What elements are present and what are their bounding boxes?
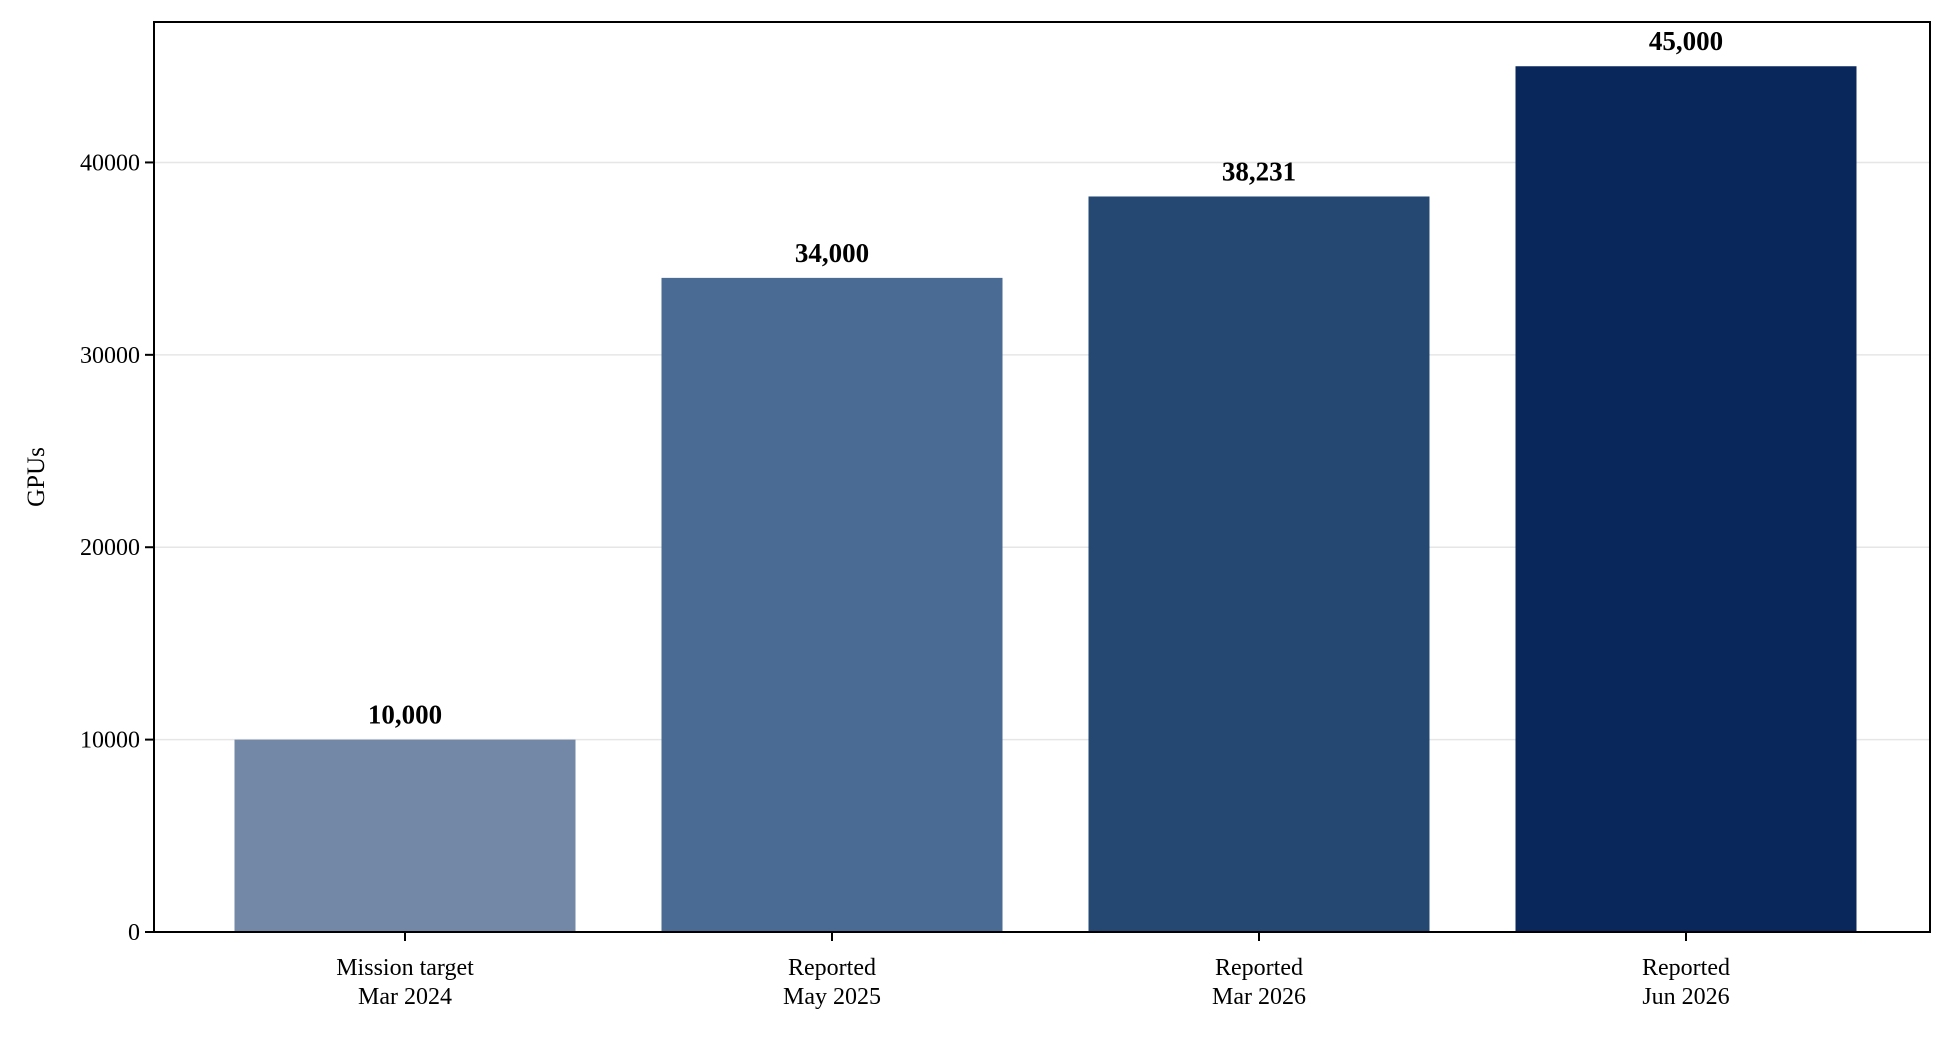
bar [661, 277, 1003, 932]
y-tick-label: 10000 [80, 728, 140, 754]
y-axis-title: GPUs [23, 447, 50, 507]
y-tick-label: 20000 [80, 535, 140, 561]
x-tick-label: Reported [1642, 955, 1730, 981]
bar [234, 739, 576, 932]
data-label: 34,000 [795, 238, 869, 268]
x-tick-label: Mission target [336, 955, 474, 981]
y-tick-label: 30000 [80, 343, 140, 369]
x-tick-label: Jun 2026 [1642, 984, 1729, 1010]
bar [1515, 66, 1857, 933]
x-tick-label: Reported [1215, 955, 1303, 981]
bars [234, 66, 1857, 933]
data-label: 38,231 [1222, 156, 1296, 186]
data-label: 45,000 [1649, 26, 1723, 56]
x-tick-label: Mar 2024 [358, 984, 452, 1010]
y-tick-label: 40000 [80, 150, 140, 176]
x-tick-label: May 2025 [783, 984, 881, 1010]
plot-frame [153, 21, 1931, 933]
x-tick-label: Reported [788, 955, 876, 981]
data-label: 10,000 [368, 700, 442, 730]
x-tick-label: Mar 2026 [1212, 984, 1306, 1010]
y-tick-label: 0 [128, 920, 140, 946]
axes: 0 10000 20000 30000 40000 Mission target Mar 2… [80, 150, 1730, 1010]
data-labels: 10,000 34,000 38,231 45,000 [368, 26, 1723, 729]
bar [1088, 196, 1430, 932]
